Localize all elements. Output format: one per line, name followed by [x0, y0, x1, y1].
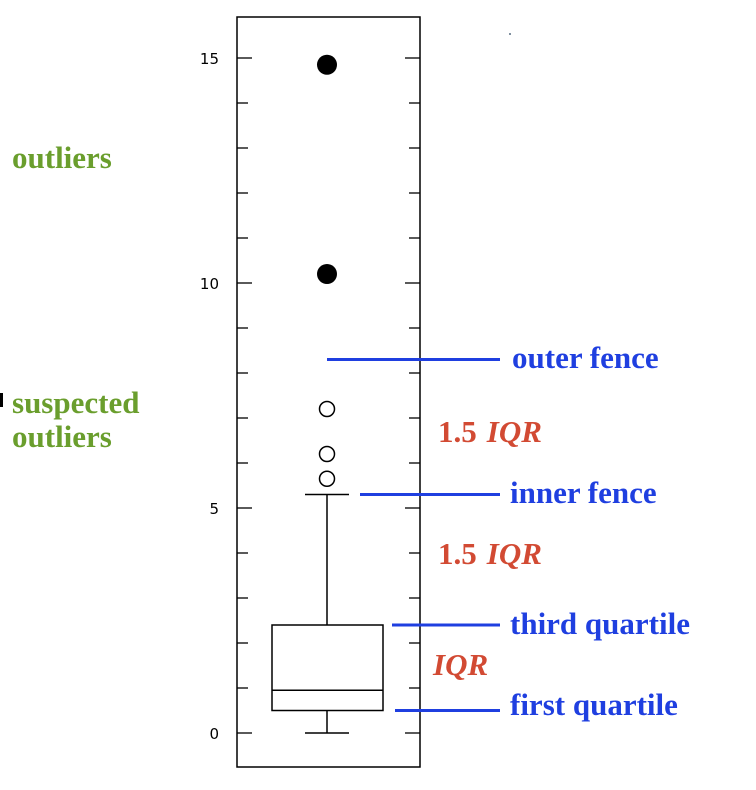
iqr-lower-multiplier: 1.5 — [438, 536, 477, 571]
y-tick-label: 15 — [200, 50, 219, 68]
iqr-upper-multiplier: 1.5 — [438, 414, 477, 449]
inner-fence-label: inner fence — [510, 475, 657, 510]
outer-fence-label: outer fence — [512, 340, 659, 375]
iqr-label: IQR — [432, 647, 488, 682]
y-tick-label: 0 — [209, 725, 219, 743]
iqr-lower-label: 1.5 IQR — [438, 536, 542, 571]
box-plot — [271, 54, 384, 734]
suspected-outliers-label-line2: outliers — [12, 419, 112, 454]
annotation-lines — [327, 358, 500, 712]
plot-frame — [236, 16, 421, 768]
y-tick-label: 5 — [209, 500, 219, 518]
stray-dot — [509, 33, 511, 35]
iqr-upper-text: IQR — [486, 414, 542, 449]
outlier-point — [317, 54, 337, 75]
outliers-label: outliers — [12, 140, 112, 175]
third-quartile-label: third quartile — [510, 606, 690, 641]
y-ticks: 0 5 10 15 — [200, 50, 420, 743]
suspected-outlier-point — [318, 400, 336, 418]
suspected-outliers-label-line1: suspected — [12, 385, 139, 420]
iqr-upper-label: 1.5 IQR — [438, 414, 542, 449]
suspected-outlier-point — [318, 445, 336, 463]
y-tick-label: 10 — [200, 275, 219, 293]
first-quartile-label: first quartile — [510, 687, 678, 722]
suspected-outlier-point — [318, 470, 336, 487]
iqr-box — [271, 624, 384, 712]
iqr-lower-text: IQR — [486, 536, 542, 571]
outlier-point — [317, 264, 337, 284]
left-edge-tick — [0, 393, 3, 407]
